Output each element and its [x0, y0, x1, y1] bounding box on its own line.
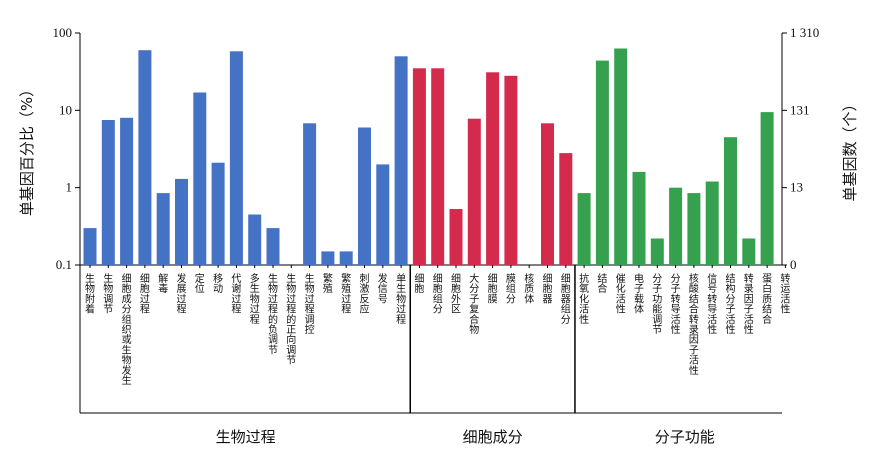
- category-label: 移动: [213, 272, 223, 295]
- category-label: 生物附着: [85, 272, 95, 316]
- category-label: 转运活性: [780, 272, 790, 316]
- bar: [358, 127, 371, 265]
- right-axis-title: 单基因数（个）: [841, 96, 859, 201]
- left-tick-label: 10: [59, 102, 72, 117]
- bar: [83, 228, 97, 265]
- category-label: 核质体: [524, 272, 534, 305]
- bar: [632, 171, 646, 265]
- category-label: 单生物过程: [396, 273, 406, 326]
- bar: [211, 162, 225, 265]
- bar: [394, 56, 408, 265]
- bar: [650, 238, 664, 265]
- bar: [101, 120, 115, 265]
- bar: [175, 178, 188, 265]
- bar: [504, 75, 518, 265]
- left-tick-label: 1: [66, 180, 73, 195]
- category-label: 细胞组分: [433, 272, 443, 316]
- category-label: 代谢过程: [231, 273, 241, 316]
- category-label: 膜组分: [506, 273, 516, 305]
- group-label: 生物过程: [216, 428, 276, 446]
- bar: [577, 193, 591, 265]
- bar: [669, 187, 683, 265]
- bar: [303, 123, 317, 265]
- bar: [595, 60, 609, 265]
- right-tick-label: 131: [790, 102, 810, 117]
- category-label: 信号转导活性: [707, 273, 717, 336]
- bar: [229, 51, 243, 265]
- category-label: 繁殖: [323, 272, 333, 295]
- category-label: 多生物过程: [250, 272, 260, 326]
- left-axis-title: 单基因百分比（%）: [18, 82, 36, 216]
- bar: [138, 50, 152, 266]
- category-label: 蛋白质结合: [762, 273, 772, 326]
- category-label: 定位: [195, 272, 205, 295]
- category-label: 生物过程的正向调节: [286, 272, 296, 367]
- category-label: 结构分子活性: [726, 272, 736, 336]
- category-label: 大分子复合物: [469, 272, 479, 336]
- bar: [760, 112, 774, 265]
- category-label: 抗氧化活性: [579, 272, 589, 326]
- bar: [321, 251, 335, 265]
- bar: [541, 123, 554, 265]
- category-label: 结合: [597, 272, 607, 295]
- left-tick-label: 100: [53, 25, 73, 40]
- bar: [266, 228, 280, 265]
- category-label: 刺激反应: [360, 273, 370, 316]
- group-label: 细胞成分: [463, 428, 523, 446]
- category-label: 繁殖过程: [341, 272, 351, 316]
- category-label: 细胞器组分: [561, 272, 571, 326]
- category-label: 核酸结合转录因子活性: [689, 272, 699, 377]
- bar: [120, 117, 134, 265]
- category-label: 转录因子活性: [744, 272, 754, 336]
- category-label: 分子转导活性: [671, 273, 681, 336]
- bar: [705, 181, 719, 265]
- category-label: 发展过程: [177, 272, 187, 316]
- left-tick-label: 0.1: [56, 257, 72, 272]
- bar: [687, 193, 701, 265]
- category-label: 生物调节: [103, 272, 113, 316]
- category-label: 细胞过程: [140, 272, 150, 316]
- bar: [193, 92, 207, 265]
- bar: [339, 251, 353, 265]
- bar: [614, 48, 628, 265]
- bar: [449, 209, 463, 265]
- category-label: 生物过程的负调节: [268, 272, 278, 356]
- category-label: 分子功能调节: [652, 273, 662, 336]
- bar: [376, 164, 390, 265]
- bar: [431, 68, 445, 265]
- category-label: 细胞器: [543, 272, 553, 305]
- category-label: 细胞成分组织或生物发生: [122, 272, 132, 387]
- bar: [559, 153, 573, 265]
- category-label: 生物过程调控: [305, 272, 315, 336]
- category-label: 细胞膜: [488, 272, 498, 305]
- bar: [742, 238, 756, 265]
- bar: [412, 68, 426, 265]
- bar: [156, 193, 170, 265]
- category-label: 电子载体: [634, 272, 644, 316]
- bar: [724, 137, 737, 265]
- right-tick-label: 13: [790, 180, 803, 195]
- category-label: 发信号: [378, 272, 388, 305]
- bar: [486, 72, 500, 265]
- right-tick-label: 1 310: [790, 25, 819, 40]
- group-label: 分子功能: [655, 428, 715, 446]
- category-label: 细胞外区: [451, 272, 461, 316]
- bar: [248, 214, 262, 265]
- category-label: 催化活性: [616, 272, 626, 316]
- bar: [467, 118, 481, 265]
- category-label: 解毒: [158, 272, 168, 295]
- category-label: 细胞: [414, 272, 424, 295]
- right-tick-label: 0: [790, 257, 797, 272]
